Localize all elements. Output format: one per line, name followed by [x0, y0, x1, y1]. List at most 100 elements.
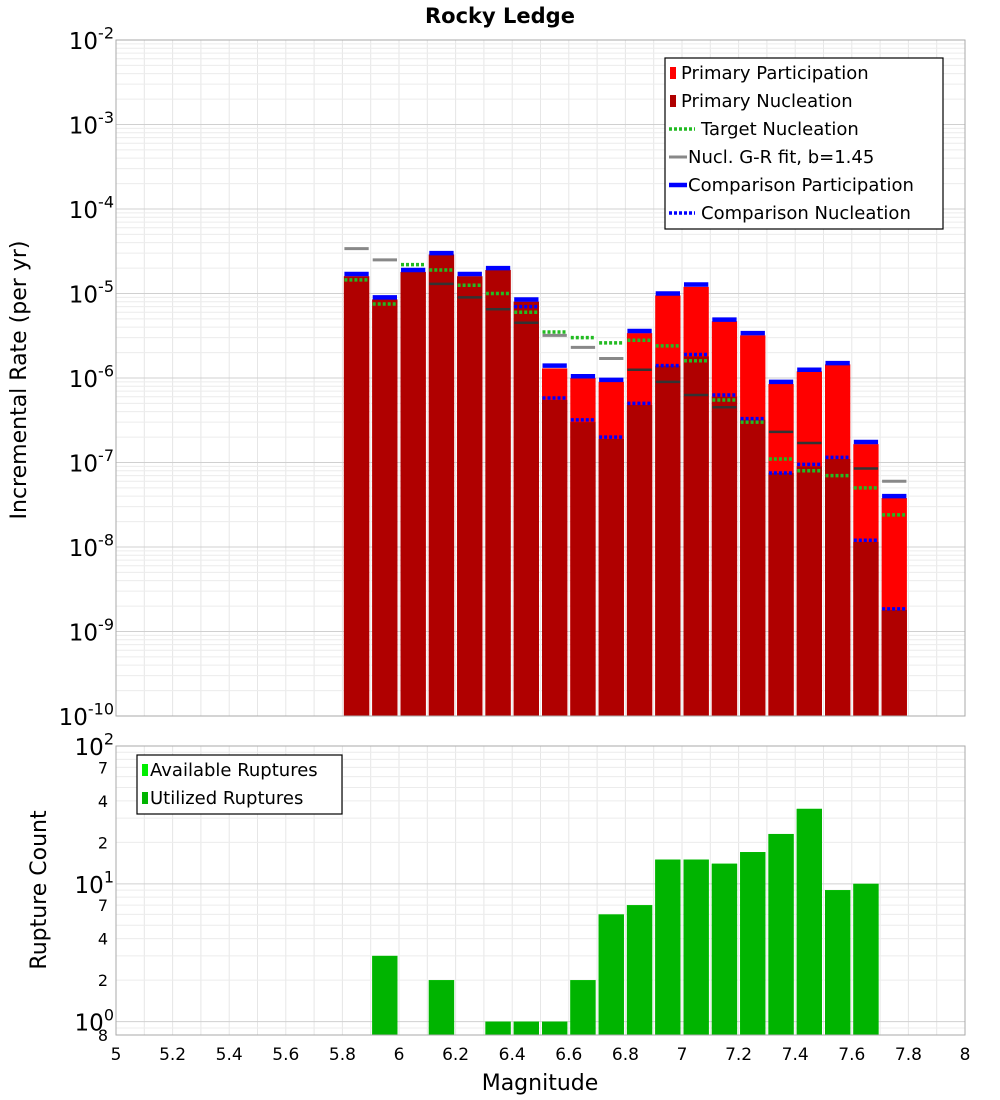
nucleation-bar	[372, 299, 398, 716]
legend-swatch	[142, 764, 148, 776]
x-tick-label: 5	[111, 1045, 122, 1065]
utilized-ruptures-bar	[796, 808, 822, 1035]
utilized-ruptures-bar	[428, 980, 455, 1035]
utilized-ruptures-bar	[655, 859, 681, 1035]
x-tick-label: 7.6	[838, 1045, 865, 1065]
x-tick-label: 6	[394, 1045, 405, 1065]
legend-label: Primary Participation	[681, 63, 869, 84]
top-legend-box	[664, 57, 944, 230]
top-legend: Primary Participation Primary Nucleation T…	[664, 57, 944, 230]
legend-swatch	[670, 67, 676, 79]
top-y-tick-label: 10-2	[69, 24, 114, 55]
top-y-tick-label: 10-8	[69, 531, 114, 562]
tick-labels: 10-10 10-9 10-8 10-7 10-6 10-5 10-4 10-3 10-2 100…	[59, 24, 971, 1065]
bottom-y-major-tick-label: 101	[75, 867, 114, 898]
bottom-y-minor-tick-label: 2	[98, 833, 108, 852]
utilized-ruptures-bar	[853, 883, 879, 1035]
legend-label: Available Ruptures	[150, 760, 318, 781]
nucleation-bar	[542, 399, 568, 716]
bottom-legend: Available Ruptures Utilized Ruptures	[136, 754, 343, 815]
legend-label: Comparison Participation	[688, 175, 914, 196]
utilized-ruptures-bar	[768, 833, 794, 1035]
nucleation-bar	[796, 466, 822, 716]
utilized-ruptures-bar	[598, 914, 624, 1035]
line-marks	[344, 247, 907, 611]
top-y-axis-label: Incremental Rate (per yr)	[7, 241, 32, 520]
bar-marks	[343, 254, 907, 1035]
nucleation-bar	[825, 459, 851, 716]
utilized-ruptures-bar	[513, 1021, 539, 1035]
x-axis-label: Magnitude	[482, 1071, 599, 1096]
utilized-ruptures-bar	[542, 1021, 568, 1035]
nucleation-bar	[881, 609, 907, 716]
utilized-ruptures-bar	[372, 955, 398, 1035]
nucleation-bar	[853, 541, 879, 716]
x-tick-label: 6.4	[499, 1045, 526, 1065]
utilized-ruptures-bar	[570, 980, 596, 1035]
nucleation-bar	[626, 404, 653, 716]
utilized-ruptures-bar	[485, 1021, 511, 1035]
grid-lines	[116, 40, 966, 1035]
top-y-tick-label: 10-7	[69, 446, 114, 477]
x-tick-label: 5.6	[272, 1045, 299, 1065]
legend-label: Comparison Nucleation	[701, 203, 911, 224]
x-tick-label: 6.6	[555, 1045, 582, 1065]
bottom-y-major-tick-label: 102	[75, 730, 114, 761]
nucleation-bar	[570, 422, 596, 716]
top-y-tick-label: 10-9	[69, 615, 114, 646]
nucleation-bar	[485, 269, 511, 716]
x-tick-label: 5.4	[216, 1045, 243, 1065]
nucleation-bar	[428, 254, 455, 716]
legend-swatch	[670, 95, 676, 107]
nucleation-bar	[768, 473, 794, 716]
utilized-ruptures-bar	[683, 859, 709, 1035]
nucleation-bar	[740, 419, 766, 716]
legends: Primary Participation Primary Nucleation T…	[136, 57, 944, 815]
bottom-y-major-tick-label: 100	[75, 1005, 114, 1036]
legend-label: Utilized Ruptures	[150, 788, 303, 809]
nucleation-bar	[655, 365, 681, 716]
nucleation-bar	[457, 276, 483, 716]
bottom-plot-frame	[115, 745, 966, 1036]
bottom-y-minor-tick-label: 8	[98, 1026, 108, 1045]
axis-frames	[115, 39, 966, 1036]
top-y-tick-label: 10-4	[69, 193, 114, 224]
nucleation-bar	[513, 301, 539, 716]
nucleation-bar	[598, 438, 624, 716]
bottom-y-minor-tick-label: 7	[98, 896, 108, 915]
top-y-tick-label: 10-6	[69, 362, 114, 393]
top-plot-frame	[115, 39, 966, 717]
utilized-ruptures-bar	[711, 863, 738, 1035]
nucleation-bar	[711, 396, 738, 716]
x-tick-label: 6.2	[442, 1045, 469, 1065]
x-tick-label: 7.8	[895, 1045, 922, 1065]
top-y-tick-label: 10-3	[69, 108, 114, 139]
nucleation-bar	[343, 276, 370, 716]
bottom-y-axis-label: Rupture Count	[27, 810, 52, 970]
bottom-legend-box	[136, 754, 343, 815]
nucleation-bar	[400, 271, 426, 716]
x-tick-label: 8	[960, 1045, 971, 1065]
x-tick-label: 7.2	[725, 1045, 752, 1065]
x-tick-label: 6.8	[612, 1045, 639, 1065]
utilized-ruptures-bar	[740, 852, 766, 1035]
utilized-ruptures-bar	[626, 905, 653, 1035]
nucleation-bar	[683, 356, 709, 716]
legend-swatch	[142, 792, 148, 804]
bottom-y-minor-tick-label: 4	[98, 930, 108, 949]
x-tick-label: 7	[677, 1045, 688, 1065]
x-tick-label: 5.2	[159, 1045, 186, 1065]
bottom-y-minor-tick-label: 2	[98, 971, 108, 990]
top-y-tick-label: 10-5	[69, 277, 114, 308]
utilized-ruptures-bar	[825, 890, 851, 1035]
x-tick-label: 5.8	[329, 1045, 356, 1065]
bottom-y-minor-tick-label: 7	[98, 758, 108, 777]
chart-title: Rocky Ledge	[425, 4, 575, 28]
top-y-tick-label: 10-10	[59, 700, 114, 731]
legend-label: Primary Nucleation	[681, 91, 853, 112]
legend-label: Target Nucleation	[700, 119, 859, 140]
legend-label: Nucl. G-R fit, b=1.45	[688, 147, 874, 168]
x-tick-label: 7.4	[782, 1045, 809, 1065]
